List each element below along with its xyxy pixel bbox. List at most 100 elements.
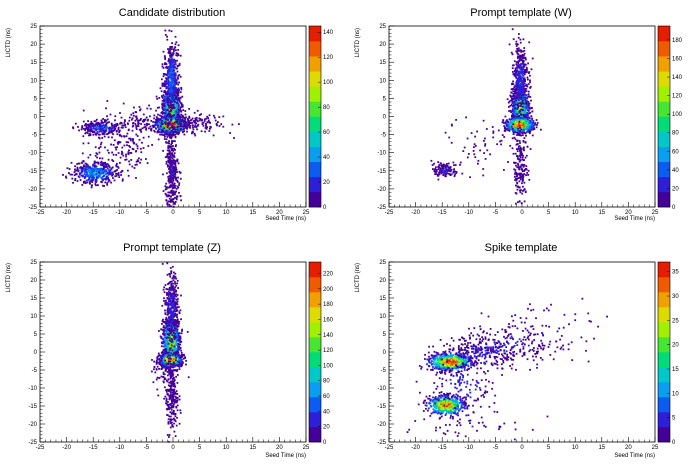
y-axis-label: LICTD (ns) [355, 28, 361, 57]
heatmap-bin [170, 30, 173, 33]
heatmap-bin [98, 175, 101, 178]
heatmap-bin [180, 199, 182, 202]
heatmap-bin [200, 130, 203, 133]
heatmap-bin [165, 118, 167, 121]
heatmap-bin [511, 95, 514, 98]
heatmap-bin [191, 132, 193, 135]
heatmap-bin [149, 115, 151, 118]
heatmap-bin [179, 109, 182, 112]
heatmap-bin [172, 150, 175, 152]
heatmap-bin [111, 174, 113, 177]
heatmap-bin [529, 81, 531, 84]
heatmap-bin [102, 133, 105, 136]
heatmap-bin [90, 172, 93, 175]
heatmap-bin [116, 141, 119, 144]
heatmap-bin [171, 142, 173, 145]
heatmap-bin [108, 129, 111, 131]
heatmap-bin [121, 146, 124, 149]
heatmap-bin [157, 128, 160, 131]
heatmap-bin [161, 105, 164, 107]
heatmap-bin [173, 94, 176, 96]
heatmap-bin [176, 59, 178, 62]
heatmap-bin [80, 171, 83, 174]
heatmap-bin [178, 184, 180, 186]
heatmap-bin [194, 117, 197, 120]
heatmap-bin [205, 125, 207, 128]
heatmap-bin [512, 90, 515, 93]
heatmap-bin [161, 110, 164, 113]
heatmap-bin [213, 116, 216, 119]
heatmap-bin [83, 180, 85, 183]
heatmap-bin [178, 121, 181, 124]
heatmap-bin [93, 120, 96, 123]
heatmap-bin [82, 142, 85, 145]
heatmap-bin [89, 175, 92, 178]
heatmap-bin [216, 124, 218, 127]
heatmap-bin [82, 175, 84, 178]
heatmap-bin [144, 125, 147, 128]
heatmap-bin [178, 74, 181, 76]
heatmap-bin [128, 163, 131, 166]
heatmap-bin [515, 45, 518, 47]
heatmap-bin [520, 114, 522, 116]
heatmap-bin [76, 180, 79, 182]
heatmap-bin [110, 168, 113, 170]
z-tick-label: 0 [323, 205, 327, 211]
heatmap-bin [180, 113, 183, 116]
heatmap-bin [164, 63, 166, 65]
heatmap-bin [174, 136, 177, 139]
heatmap-bin [142, 113, 145, 116]
heatmap-bin [184, 122, 187, 125]
heatmap-bin [162, 173, 164, 176]
heatmap-bin [517, 55, 519, 58]
heatmap-bin [170, 159, 173, 162]
heatmap-bin [174, 140, 176, 143]
heatmap-bin [167, 71, 170, 73]
heatmap-bin [84, 182, 87, 184]
heatmap-bin [524, 80, 526, 83]
heatmap-bin [513, 98, 516, 101]
heatmap-bin [82, 127, 85, 130]
heatmap-bin [172, 169, 174, 171]
heatmap-bin [516, 85, 519, 87]
heatmap-bin [92, 127, 95, 130]
heatmap-bin [104, 130, 107, 133]
heatmap-bin [238, 123, 240, 125]
heatmap-bin [155, 95, 158, 98]
heatmap-bin [126, 144, 128, 147]
heatmap-bin [108, 165, 111, 168]
heatmap-bin [111, 159, 114, 161]
heatmap-bin [173, 83, 175, 86]
heatmap-bin [157, 125, 160, 128]
heatmap-bin [177, 133, 180, 135]
heatmap-bin [174, 46, 177, 48]
heatmap-bin [90, 120, 93, 123]
heatmap-bin [174, 149, 176, 151]
heatmap-bin [525, 101, 527, 104]
heatmap-bin [106, 163, 109, 165]
heatmap-bin [173, 182, 176, 185]
heatmap-bin [175, 118, 177, 121]
heatmap-bin [118, 176, 121, 178]
heatmap-bin [201, 118, 203, 121]
heatmap-bin [523, 52, 526, 55]
heatmap-bin [514, 107, 516, 110]
heatmap-bin [101, 170, 104, 172]
heatmap-bin [94, 165, 97, 168]
heatmap-bin [120, 135, 123, 138]
heatmap-bin [173, 114, 176, 116]
heatmap-bin [171, 65, 174, 68]
heatmap-bin [171, 122, 174, 125]
heatmap-bin [93, 170, 96, 173]
heatmap-bin [196, 128, 198, 131]
heatmap-bin [171, 164, 174, 166]
heatmap-bin [124, 126, 127, 129]
heatmap-bin [161, 108, 164, 111]
heatmap-bin [83, 168, 86, 171]
heatmap-bin [146, 122, 148, 125]
heatmap-bin [168, 121, 171, 124]
heatmap-bin [512, 93, 515, 95]
heatmap-bin [175, 79, 177, 81]
heatmap-bin [191, 130, 194, 133]
heatmap-bin [165, 182, 168, 185]
